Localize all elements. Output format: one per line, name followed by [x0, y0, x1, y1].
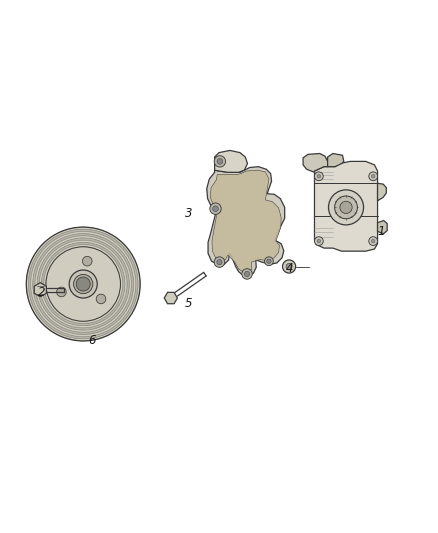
Polygon shape — [303, 154, 328, 172]
Circle shape — [340, 201, 352, 214]
Wedge shape — [39, 240, 127, 328]
Circle shape — [69, 270, 97, 298]
Wedge shape — [26, 227, 140, 341]
Circle shape — [214, 257, 225, 268]
Circle shape — [57, 287, 66, 297]
Circle shape — [46, 247, 120, 321]
Circle shape — [317, 239, 321, 243]
Polygon shape — [378, 183, 386, 201]
Circle shape — [96, 294, 106, 304]
Circle shape — [314, 172, 323, 181]
Circle shape — [314, 237, 323, 246]
Wedge shape — [28, 229, 138, 339]
Circle shape — [265, 257, 273, 265]
Text: 3: 3 — [184, 207, 192, 221]
Circle shape — [74, 274, 93, 294]
Circle shape — [335, 196, 357, 219]
Circle shape — [82, 256, 92, 266]
Text: 6: 6 — [88, 335, 96, 348]
Polygon shape — [328, 154, 344, 167]
Circle shape — [267, 259, 271, 263]
Text: 4: 4 — [285, 262, 293, 275]
Circle shape — [371, 174, 375, 178]
Wedge shape — [42, 243, 125, 326]
Wedge shape — [31, 231, 136, 336]
Circle shape — [210, 203, 221, 214]
Circle shape — [369, 172, 378, 181]
Text: 5: 5 — [184, 297, 192, 310]
Polygon shape — [314, 161, 378, 251]
Polygon shape — [210, 170, 281, 273]
Wedge shape — [37, 238, 129, 330]
Circle shape — [369, 237, 378, 246]
Wedge shape — [35, 236, 131, 332]
Text: 1: 1 — [377, 225, 385, 238]
Polygon shape — [164, 292, 177, 304]
Circle shape — [213, 206, 219, 212]
Circle shape — [286, 263, 292, 270]
Polygon shape — [207, 167, 285, 276]
Circle shape — [283, 260, 296, 273]
Wedge shape — [33, 233, 134, 334]
Circle shape — [244, 271, 250, 277]
Polygon shape — [378, 221, 387, 233]
Circle shape — [371, 239, 375, 243]
Polygon shape — [34, 282, 46, 297]
Text: 2: 2 — [38, 286, 46, 300]
Circle shape — [217, 260, 222, 265]
Polygon shape — [215, 150, 247, 172]
Wedge shape — [44, 245, 123, 324]
Circle shape — [328, 190, 364, 225]
Circle shape — [317, 174, 321, 178]
Circle shape — [217, 158, 223, 164]
Circle shape — [76, 277, 90, 291]
Circle shape — [242, 269, 252, 279]
Circle shape — [214, 156, 226, 167]
